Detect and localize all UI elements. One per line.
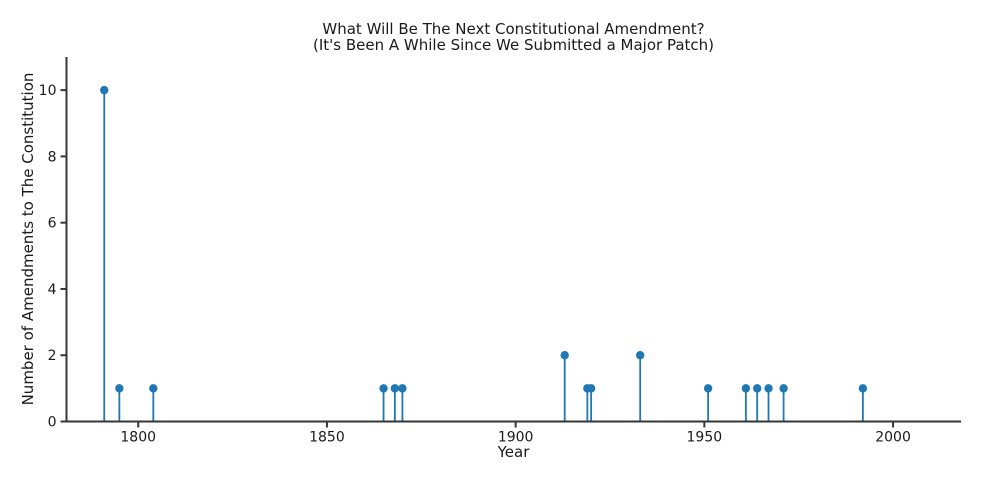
- stem-marker: [741, 384, 751, 393]
- stem-marker: [586, 384, 596, 393]
- chart-subtitle: (It's Been A While Since We Submitted a …: [312, 36, 714, 54]
- y-tick-label: 0: [48, 415, 57, 431]
- x-axis-label: Year: [497, 443, 530, 461]
- x-tick-label: 1900: [498, 430, 534, 446]
- x-tick-label: 1850: [309, 430, 345, 446]
- stem-marker: [752, 384, 762, 393]
- stem-marker: [390, 384, 400, 393]
- stem-marker: [635, 351, 645, 360]
- stem-marker: [379, 384, 388, 393]
- stem-marker: [764, 384, 773, 393]
- stem-marker: [703, 384, 713, 393]
- stem-marker: [398, 384, 407, 393]
- y-tick-label: 10: [39, 83, 57, 99]
- x-tick-label: 1800: [120, 430, 156, 446]
- stem-marker: [560, 351, 569, 360]
- stem-marker: [149, 384, 158, 393]
- x-tick-label: 2000: [875, 430, 911, 446]
- stem-marker: [779, 384, 788, 393]
- y-tick-label: 4: [48, 282, 57, 298]
- stem-marker: [858, 384, 868, 393]
- stem-marker: [115, 384, 124, 393]
- x-tick-label: 1950: [687, 430, 723, 446]
- stem-marker: [100, 85, 109, 95]
- y-tick-label: 6: [48, 216, 57, 232]
- chart-title: What Will Be The Next Constitutional Ame…: [322, 20, 705, 38]
- y-tick-label: 8: [48, 149, 57, 165]
- y-tick-label: 2: [48, 348, 57, 364]
